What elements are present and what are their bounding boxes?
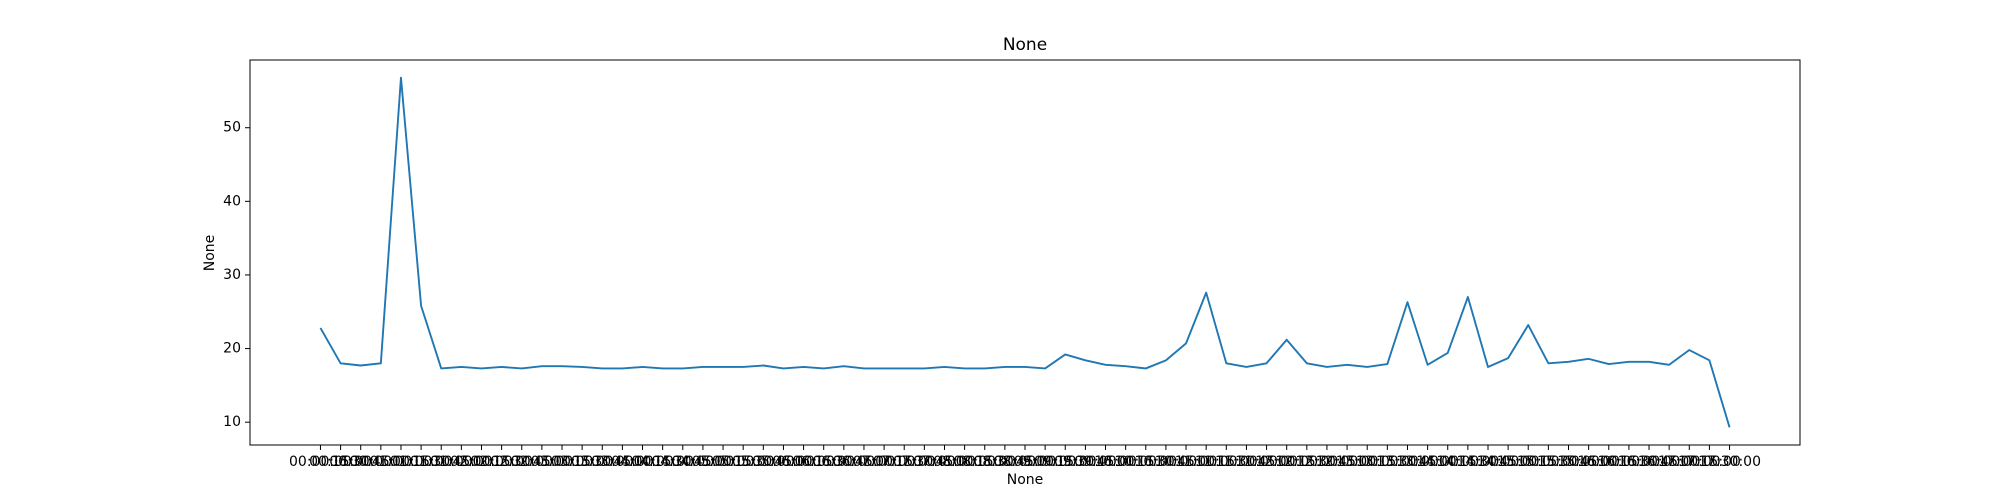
x-tick-label: 00:45:00: [349, 454, 412, 470]
x-tick-label: 03:15:00: [551, 454, 614, 470]
x-tick-label: 16:15:00: [1597, 454, 1660, 470]
y-tick-label: 20: [223, 341, 241, 357]
x-tick-label: 05:15:00: [712, 454, 775, 470]
x-tick-label: 08:30:00: [973, 454, 1036, 470]
y-tick-label: 10: [223, 414, 241, 430]
x-tick-label: 03:00:00: [531, 454, 594, 470]
x-tick-label: 17:30:00: [1698, 454, 1761, 470]
x-tick-label: 05:45:00: [752, 454, 815, 470]
x-tick-label: 12:00:00: [1255, 454, 1318, 470]
line-series: [319, 76, 1731, 428]
y-tick-label: 30: [223, 267, 241, 283]
x-axis-label: None: [1007, 472, 1044, 488]
x-tick-label: 16:45:00: [1638, 454, 1701, 470]
x-tick-label: 17:00:00: [1658, 454, 1721, 470]
x-tick-label: 15:00:00: [1497, 454, 1560, 470]
x-tick-label: 10:00:00: [1094, 454, 1157, 470]
x-tick-label: 13:30:00: [1376, 454, 1439, 470]
x-tick-label: 02:00:00: [450, 454, 513, 470]
x-tick-label: 00:15:00: [309, 454, 372, 470]
x-tick-label: 05:00:00: [692, 454, 755, 470]
x-tick-label: 10:15:00: [1114, 454, 1177, 470]
x-tick-label: 10:45:00: [1155, 454, 1218, 470]
x-tick-label: 00:30:00: [329, 454, 392, 470]
x-tick-label: 09:15:00: [1034, 454, 1097, 470]
x-tick-label: 14:30:00: [1457, 454, 1520, 470]
y-axis-label: None: [202, 235, 218, 272]
x-tick-label: 08:00:00: [933, 454, 996, 470]
x-tick-label: 11:30:00: [1215, 454, 1278, 470]
x-tick-label: 06:30:00: [812, 454, 875, 470]
x-tick-label: 16:30:00: [1618, 454, 1681, 470]
x-tick-label: 06:00:00: [772, 454, 835, 470]
x-tick-label: 03:30:00: [571, 454, 634, 470]
x-tick-label: 13:15:00: [1356, 454, 1419, 470]
x-tick-label: 10:30:00: [1134, 454, 1197, 470]
x-tick-label: 01:30:00: [410, 454, 473, 470]
x-tick-label: 07:45:00: [913, 454, 976, 470]
x-tick-label: 02:30:00: [490, 454, 553, 470]
x-tick-label: 04:15:00: [631, 454, 694, 470]
x-tick-label: 04:45:00: [671, 454, 734, 470]
x-tick-label: 02:45:00: [510, 454, 573, 470]
x-tick-label: 00:00:00: [289, 454, 352, 470]
x-tick-label: 11:15:00: [1195, 454, 1258, 470]
plot-frame: [249, 59, 1801, 446]
x-tick-label: 13:00:00: [1336, 454, 1399, 470]
x-tick-label: 11:45:00: [1235, 454, 1298, 470]
x-tick-label: 03:45:00: [591, 454, 654, 470]
x-tick-label: 07:15:00: [873, 454, 936, 470]
x-tick-label: 08:45:00: [994, 454, 1057, 470]
x-tick-label: 01:45:00: [430, 454, 493, 470]
x-tick-label: 02:15:00: [470, 454, 533, 470]
x-tick-label: 12:15:00: [1275, 454, 1338, 470]
x-tick-label: 15:45:00: [1557, 454, 1620, 470]
x-tick-label: 01:00:00: [370, 454, 433, 470]
x-tick-label: 08:15:00: [953, 454, 1016, 470]
x-tick-label: 15:15:00: [1517, 454, 1580, 470]
x-tick-label: 12:30:00: [1296, 454, 1359, 470]
x-tick-label: 04:00:00: [611, 454, 674, 470]
y-tick-label: 40: [223, 193, 241, 209]
chart-title: None: [1003, 35, 1047, 55]
x-tick-label: 01:15:00: [390, 454, 453, 470]
x-tick-label: 16:00:00: [1577, 454, 1640, 470]
x-tick-label: 06:45:00: [833, 454, 896, 470]
x-tick-label: 09:30:00: [1054, 454, 1117, 470]
x-tick-label: 06:15:00: [792, 454, 855, 470]
x-tick-label: 14:15:00: [1436, 454, 1499, 470]
y-tick-label: 50: [223, 120, 241, 136]
x-tick-label: 17:15:00: [1678, 454, 1741, 470]
x-tick-label: 12:45:00: [1316, 454, 1379, 470]
x-tick-label: 07:00:00: [853, 454, 916, 470]
x-tick-label: 14:00:00: [1416, 454, 1479, 470]
x-tick-label: 09:00:00: [1014, 454, 1077, 470]
x-tick-label: 07:30:00: [893, 454, 956, 470]
x-tick-label: 09:45:00: [1074, 454, 1137, 470]
x-tick-label: 11:00:00: [1175, 454, 1238, 470]
x-tick-label: 14:45:00: [1477, 454, 1540, 470]
x-tick-label: 15:30:00: [1537, 454, 1600, 470]
x-tick-label: 13:45:00: [1396, 454, 1459, 470]
x-tick-label: 05:30:00: [732, 454, 795, 470]
x-tick-label: 04:30:00: [651, 454, 714, 470]
